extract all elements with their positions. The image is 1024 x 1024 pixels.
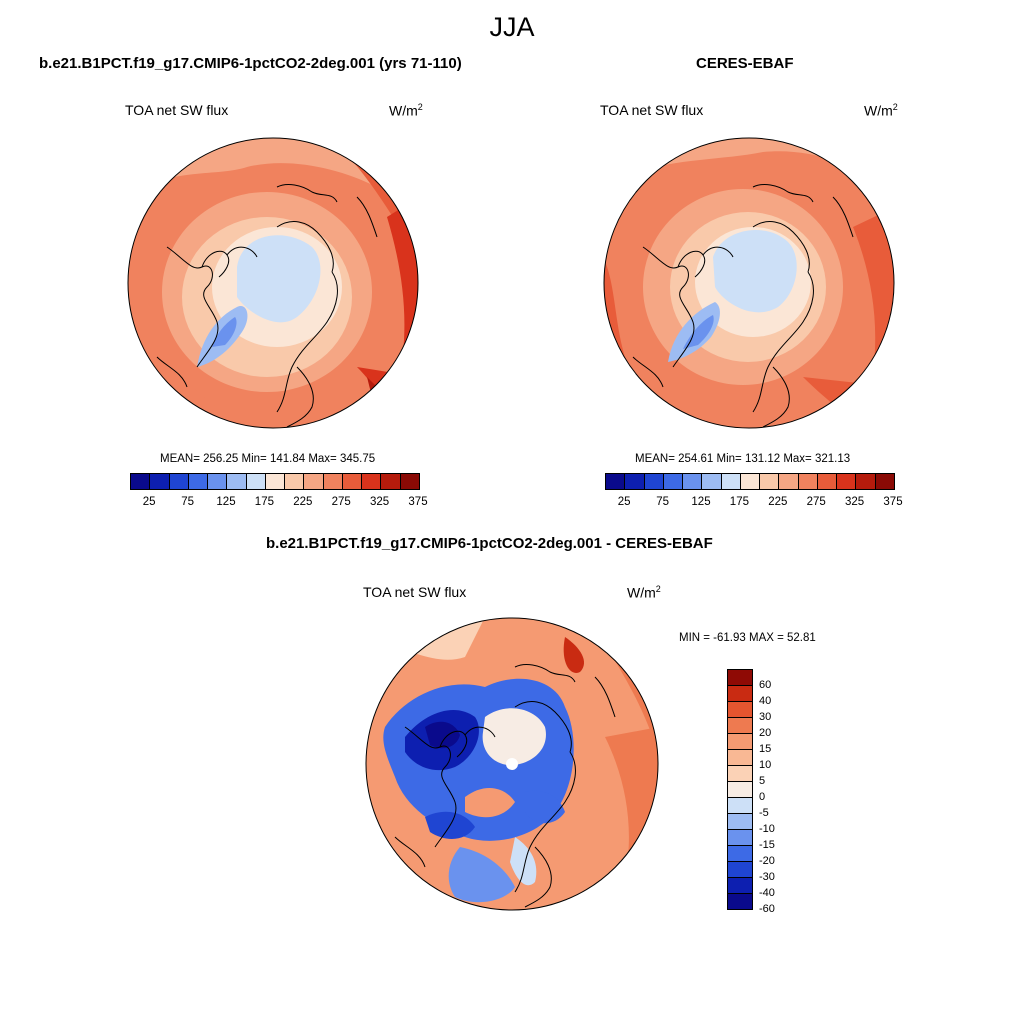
colorbar-swatch: [208, 474, 228, 489]
colorbar-swatch: [728, 702, 752, 718]
colorbar-tick-label: 60: [759, 679, 772, 691]
colorbar-swatch: [188, 474, 209, 489]
colorbar-tick-label: 225: [293, 496, 313, 508]
colorbar-swatch: [323, 474, 343, 489]
colorbar-swatch: [798, 474, 818, 489]
colorbar-tick-label: 325: [370, 496, 390, 508]
panel-3-variable-label: TOA net SW flux: [363, 584, 467, 600]
colorbar-tick-label: -20: [759, 855, 775, 867]
panel-1-polar-map: [127, 137, 419, 429]
colorbar-swatch: [779, 474, 799, 489]
panel-3-polar-map: [365, 617, 659, 911]
colorbar-swatch: [728, 686, 752, 702]
colorbar-swatch: [728, 846, 752, 862]
panel-2-title: CERES-EBAF: [696, 55, 794, 72]
colorbar-tick-label: -60: [759, 903, 775, 915]
colorbar-swatch: [400, 474, 419, 489]
colorbar-swatch: [265, 474, 286, 489]
colorbar-swatch: [342, 474, 363, 489]
panel-1-variable-label: TOA net SW flux: [125, 102, 229, 118]
panel-3-colorbar: [727, 669, 753, 910]
colorbar-tick-label: 40: [759, 695, 772, 707]
colorbar-swatch: [644, 474, 664, 489]
colorbar-swatch: [728, 718, 752, 734]
colorbar-tick-label: -30: [759, 871, 775, 883]
panel-2-stats: MEAN= 254.61 Min= 131.12 Max= 321.13: [635, 453, 851, 465]
colorbar-swatch: [663, 474, 684, 489]
colorbar-swatch: [760, 474, 780, 489]
colorbar-swatch: [728, 734, 752, 750]
colorbar-swatch: [728, 830, 752, 846]
colorbar-tick-label: 125: [691, 496, 711, 508]
colorbar-swatch: [817, 474, 838, 489]
colorbar-tick-label: 30: [759, 711, 772, 723]
colorbar-tick-label: 275: [806, 496, 826, 508]
colorbar-tick-label: 175: [729, 496, 749, 508]
colorbar-swatch: [702, 474, 722, 489]
panel-2-variable-label: TOA net SW flux: [600, 102, 704, 118]
colorbar-swatch: [246, 474, 266, 489]
colorbar-tick-label: 325: [845, 496, 865, 508]
panel-3-title: b.e21.B1PCT.f19_g17.CMIP6-1pctCO2-2deg.0…: [266, 535, 713, 552]
colorbar-tick-label: 275: [331, 496, 351, 508]
panel-1-units-label: W/m2: [389, 102, 423, 119]
panel-1-stats: MEAN= 256.25 Min= 141.84 Max= 345.75: [160, 453, 376, 465]
panel-2-polar-map: [603, 137, 895, 429]
colorbar-tick-label: 75: [181, 496, 194, 508]
panel-1-title: b.e21.B1PCT.f19_g17.CMIP6-1pctCO2-2deg.0…: [39, 55, 462, 72]
colorbar-tick-label: 15: [759, 743, 772, 755]
colorbar-tick-label: 0: [759, 791, 766, 803]
colorbar-tick-label: -5: [759, 807, 769, 819]
colorbar-swatch: [606, 474, 626, 489]
colorbar-tick-label: -40: [759, 887, 775, 899]
colorbar-swatch: [728, 862, 752, 878]
colorbar-tick-label: 75: [656, 496, 669, 508]
colorbar-tick-label: -15: [759, 839, 775, 851]
colorbar-swatch: [837, 474, 857, 489]
colorbar-swatch: [740, 474, 761, 489]
colorbar-swatch: [150, 474, 170, 489]
figure-title: JJA: [489, 12, 535, 42]
colorbar-swatch: [728, 878, 752, 894]
colorbar-tick-label: 375: [883, 496, 903, 508]
colorbar-tick-label: 225: [768, 496, 788, 508]
colorbar-tick-label: -10: [759, 823, 775, 835]
colorbar-swatch: [362, 474, 382, 489]
colorbar-swatch: [728, 798, 752, 814]
colorbar-tick-label: 5: [759, 775, 766, 787]
colorbar-tick-label: 20: [759, 727, 772, 739]
colorbar-swatch: [169, 474, 189, 489]
colorbar-swatch: [381, 474, 401, 489]
colorbar-swatch: [304, 474, 324, 489]
colorbar-swatch: [683, 474, 703, 489]
colorbar-tick-label: 175: [254, 496, 274, 508]
panel-3-stats: MIN = -61.93 MAX = 52.81: [679, 632, 816, 644]
panel-2-colorbar: [605, 473, 895, 490]
colorbar-swatch: [285, 474, 305, 489]
colorbar-swatch: [728, 766, 752, 782]
colorbar-swatch: [227, 474, 247, 489]
panel-3-units-label: W/m2: [627, 584, 661, 601]
colorbar-tick-label: 375: [408, 496, 428, 508]
colorbar-tick-label: 25: [617, 496, 631, 508]
colorbar-swatch: [131, 474, 151, 489]
panel-2-units-label: W/m2: [864, 102, 898, 119]
colorbar-tick-label: 10: [759, 759, 772, 771]
colorbar-swatch: [728, 782, 752, 798]
colorbar-swatch: [856, 474, 876, 489]
colorbar-swatch: [721, 474, 741, 489]
colorbar-swatch: [728, 814, 752, 830]
colorbar-swatch: [875, 474, 894, 489]
colorbar-tick-label: 125: [216, 496, 236, 508]
colorbar-tick-label: 25: [142, 496, 156, 508]
colorbar-swatch: [625, 474, 645, 489]
panel-1-colorbar: [130, 473, 420, 490]
colorbar-swatch: [728, 894, 752, 909]
colorbar-swatch: [728, 750, 752, 766]
colorbar-swatch: [728, 670, 752, 686]
